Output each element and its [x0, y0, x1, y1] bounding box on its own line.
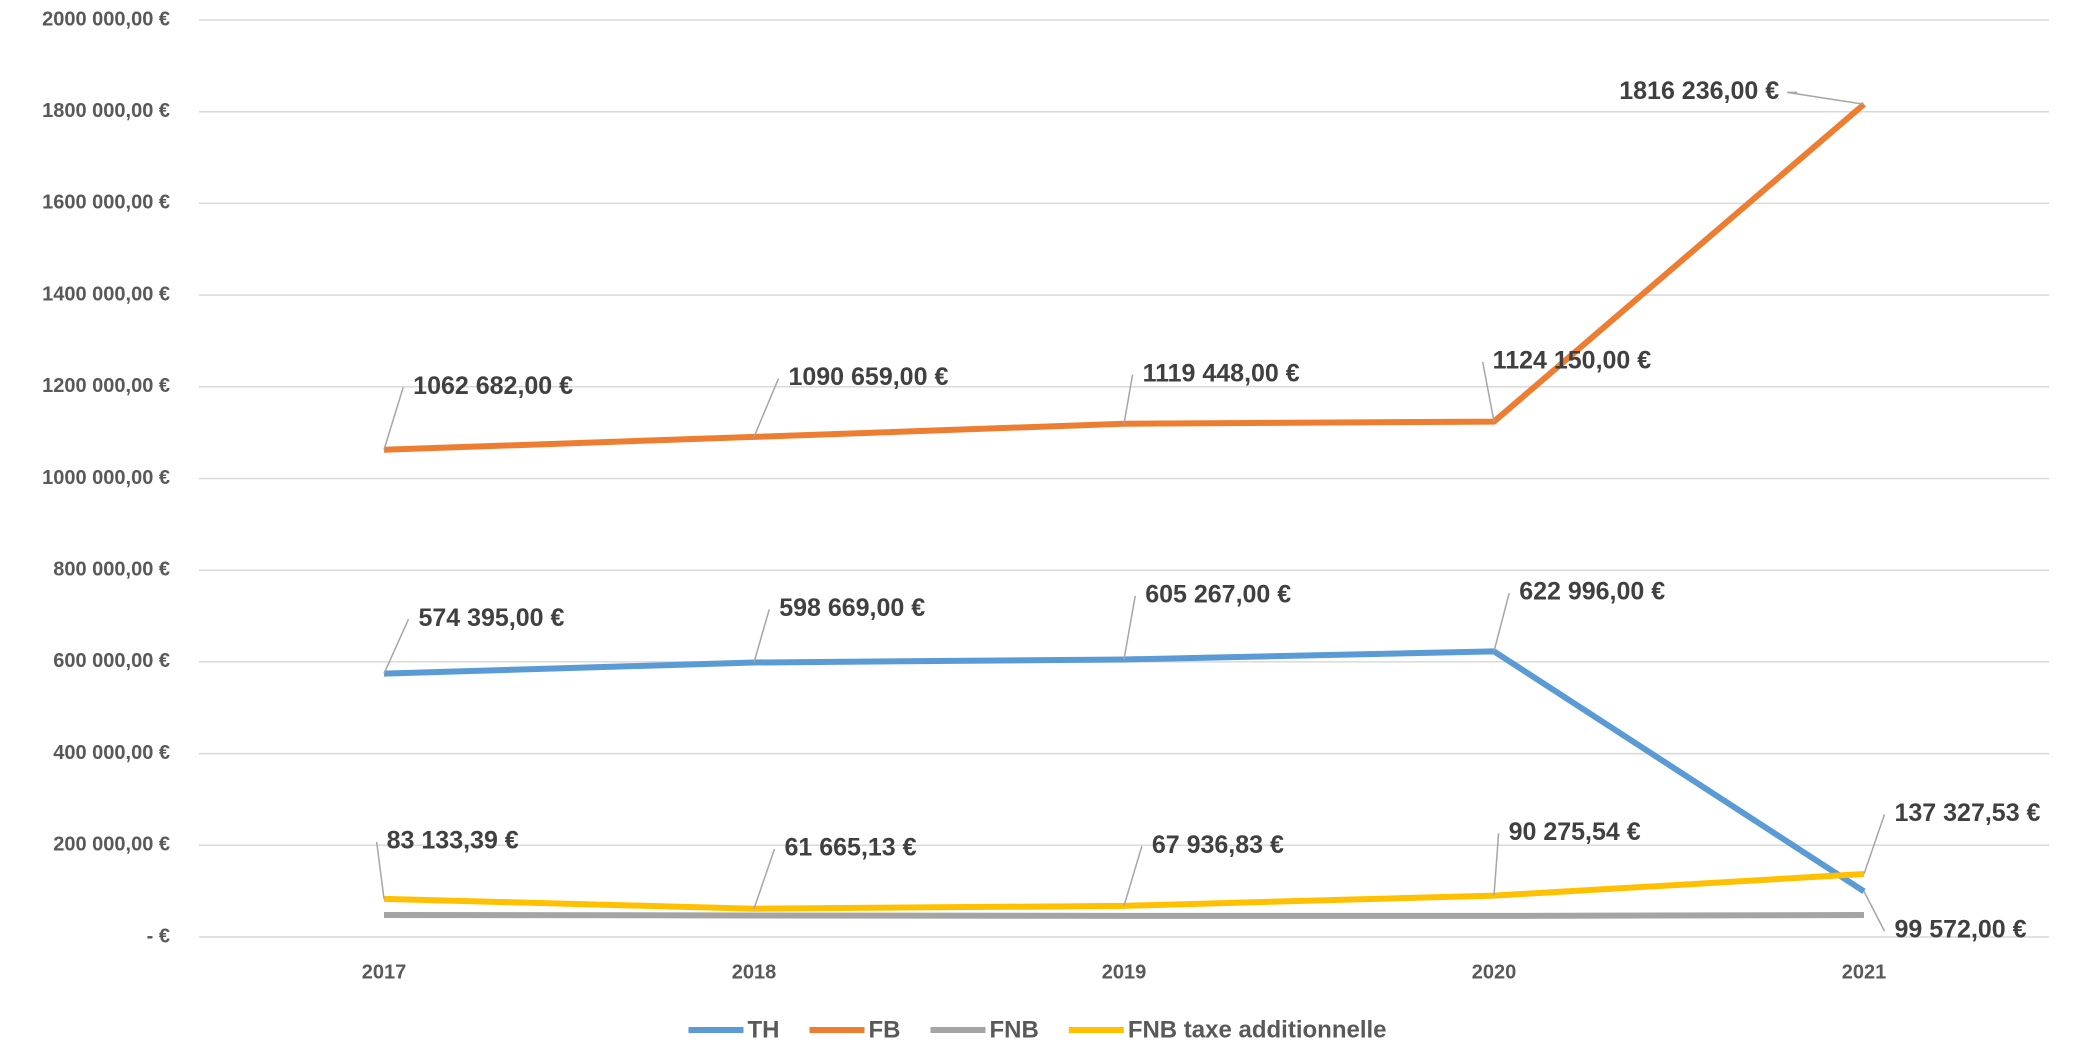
data-label: 1062 682,00 € [413, 372, 573, 400]
y-tick-label: - € [147, 925, 170, 947]
series-line [383, 911, 1865, 919]
leader-line [1123, 374, 1134, 424]
y-tick-label: 1200 000,00 € [42, 375, 170, 397]
data-label: 622 996,00 € [1519, 578, 1665, 606]
leader-line [1123, 595, 1136, 660]
leader-line [1863, 814, 1886, 875]
data-label: 1124 150,00 € [1493, 347, 1652, 375]
data-label: 1090 659,00 € [788, 363, 948, 391]
leader-line [1123, 845, 1143, 907]
y-tick-label: 1000 000,00 € [42, 467, 170, 489]
series-line [383, 101, 1866, 453]
leader-line [383, 387, 404, 450]
y-tick-label: 600 000,00 € [53, 650, 170, 672]
leader-line [1481, 361, 1495, 422]
data-label: 83 133,39 € [387, 826, 519, 854]
x-tick-label: 2021 [1842, 961, 1887, 983]
y-tick-label: 1800 000,00 € [42, 100, 170, 122]
data-label: 61 665,13 € [784, 834, 916, 862]
leader-line [1863, 891, 1886, 932]
leader-line [1493, 592, 1510, 652]
data-label: 137 327,53 € [1894, 799, 2040, 827]
leader-line [1493, 833, 1500, 896]
y-tick-label: 2000 000,00 € [42, 8, 170, 30]
data-label: 1816 236,00 € [1619, 77, 1779, 105]
series-line [383, 648, 1866, 894]
data-label: 574 395,00 € [418, 604, 564, 632]
data-label: 99 572,00 € [1894, 916, 2026, 944]
x-tick-label: 2018 [732, 961, 777, 983]
y-tick-label: 1600 000,00 € [42, 192, 170, 214]
x-tick-label: 2017 [362, 961, 407, 983]
leader-line [383, 618, 410, 674]
data-label: 90 275,54 € [1509, 818, 1641, 846]
y-tick-label: 800 000,00 € [53, 558, 170, 580]
legend-label: FNB taxe additionnelle [1128, 1016, 1387, 1043]
leader-line [375, 841, 385, 899]
legend-label: TH [747, 1016, 779, 1043]
leader-line [1787, 91, 1865, 105]
data-label: 598 669,00 € [779, 594, 925, 622]
legend-label: FNB [989, 1016, 1038, 1043]
y-tick-label: 200 000,00 € [53, 834, 170, 856]
data-label: 67 936,83 € [1152, 831, 1284, 859]
y-tick-label: 400 000,00 € [53, 742, 170, 764]
x-tick-label: 2020 [1472, 961, 1517, 983]
leader-line [753, 609, 770, 663]
series-line [383, 871, 1865, 912]
leader-line [753, 848, 776, 909]
leader-line [753, 378, 780, 438]
legend-label: FB [868, 1016, 900, 1043]
data-label: 1119 448,00 € [1143, 359, 1300, 387]
data-label: 605 267,00 € [1145, 580, 1291, 608]
y-tick-label: 1400 000,00 € [42, 283, 170, 305]
x-tick-label: 2019 [1102, 961, 1147, 983]
